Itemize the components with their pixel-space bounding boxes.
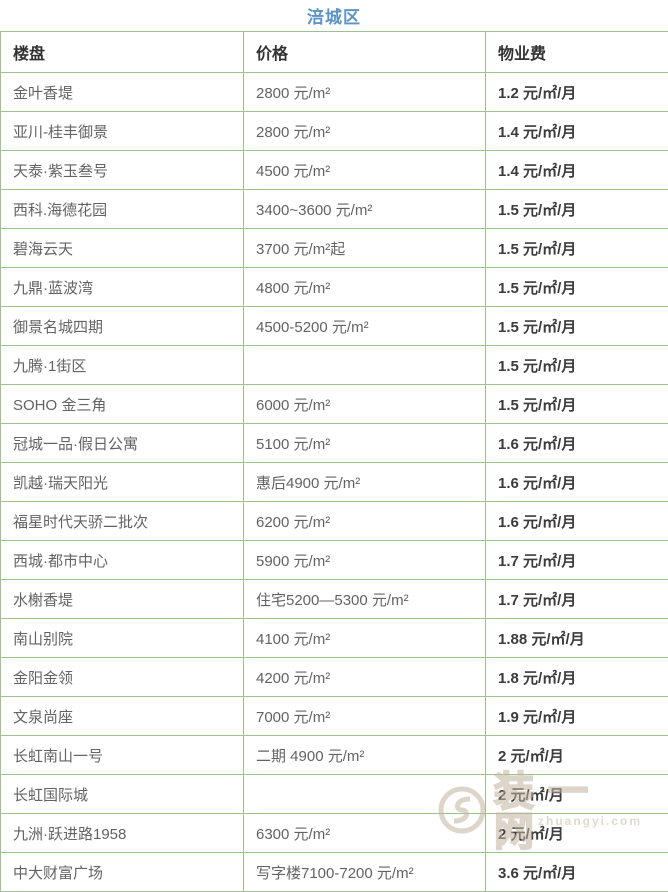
cell-property-name: 福星时代天骄二批次 [1,502,244,541]
cell-property-name: 水榭香堤 [1,580,244,619]
cell-property-name: 长虹南山一号 [1,736,244,775]
cell-property-name: SOHO 金三角 [1,385,244,424]
cell-price: 住宅5200—5300 元/m² [244,580,486,619]
cell-property-name: 文泉尚座 [1,697,244,736]
cell-property-name: 金阳金领 [1,658,244,697]
cell-management-fee: 1.4 元/㎡/月 [486,112,668,151]
cell-price: 7000 元/m² [244,697,486,736]
cell-management-fee: 1.4 元/㎡/月 [486,151,668,190]
cell-price: 3400~3600 元/m² [244,190,486,229]
cell-management-fee: 1.7 元/㎡/月 [486,580,668,619]
cell-property-name: 西科.海德花园 [1,190,244,229]
cell-management-fee: 1.5 元/㎡/月 [486,190,668,229]
cell-price: 4500-5200 元/m² [244,307,486,346]
cell-property-name: 凯越·瑞天阳光 [1,463,244,502]
cell-management-fee: 1.8 元/㎡/月 [486,658,668,697]
cell-management-fee: 1.5 元/㎡/月 [486,346,668,385]
cell-price: 4100 元/m² [244,619,486,658]
cell-management-fee: 1.6 元/㎡/月 [486,502,668,541]
cell-property-name: 天泰·紫玉叁号 [1,151,244,190]
cell-price [244,346,486,385]
cell-price: 4800 元/m² [244,268,486,307]
cell-price: 2800 元/m² [244,73,486,112]
cell-price: 6300 元/m² [244,814,486,853]
cell-management-fee: 1.9 元/㎡/月 [486,697,668,736]
cell-price: 5900 元/m² [244,541,486,580]
column-header-fee: 物业费 [486,32,668,73]
table-row: 长虹国际城 2 元/㎡/月 [1,775,668,814]
cell-management-fee: 1.5 元/㎡/月 [486,307,668,346]
page-title: 涪城区 [0,0,668,31]
cell-price: 惠后4900 元/m² [244,463,486,502]
cell-property-name: 长虹国际城 [1,775,244,814]
cell-management-fee: 1.6 元/㎡/月 [486,463,668,502]
cell-price: 5100 元/m² [244,424,486,463]
cell-price: 二期 4900 元/m² [244,736,486,775]
cell-property-name: 御景名城四期 [1,307,244,346]
cell-price: 6000 元/m² [244,385,486,424]
cell-property-name: 九鼎·蓝波湾 [1,268,244,307]
cell-management-fee: 1.7 元/㎡/月 [486,541,668,580]
cell-property-name: 西城·都市中心 [1,541,244,580]
cell-management-fee: 1.5 元/㎡/月 [486,385,668,424]
column-header-price: 价格 [244,32,486,73]
cell-management-fee: 1.5 元/㎡/月 [486,229,668,268]
table-header-row: 楼盘 价格 物业费 [1,32,668,73]
cell-price: 6200 元/m² [244,502,486,541]
cell-management-fee: 1.2 元/㎡/月 [486,73,668,112]
cell-property-name: 九洲·跃进路1958 [1,814,244,853]
cell-management-fee: 2 元/㎡/月 [486,736,668,775]
cell-property-name: 亚川-桂丰御景 [1,112,244,151]
cell-management-fee: 2 元/㎡/月 [486,775,668,814]
column-header-property: 楼盘 [1,32,244,73]
cell-property-name: 冠城一品·假日公寓 [1,424,244,463]
cell-price [244,775,486,814]
cell-price: 2800 元/m² [244,112,486,151]
table-row: 九腾·1街区 1.5 元/㎡/月 [1,346,668,385]
cell-price: 4500 元/m² [244,151,486,190]
cell-management-fee: 2 元/㎡/月 [486,814,668,853]
cell-price: 4200 元/m² [244,658,486,697]
cell-management-fee: 1.88 元/㎡/月 [486,619,668,658]
cell-property-name: 九腾·1街区 [1,346,244,385]
cell-property-name: 金叶香堤 [1,73,244,112]
cell-management-fee: 1.5 元/㎡/月 [486,268,668,307]
cell-price: 3700 元/m²起 [244,229,486,268]
cell-management-fee: 1.6 元/㎡/月 [486,424,668,463]
cell-property-name: 碧海云天 [1,229,244,268]
cell-property-name: 南山别院 [1,619,244,658]
